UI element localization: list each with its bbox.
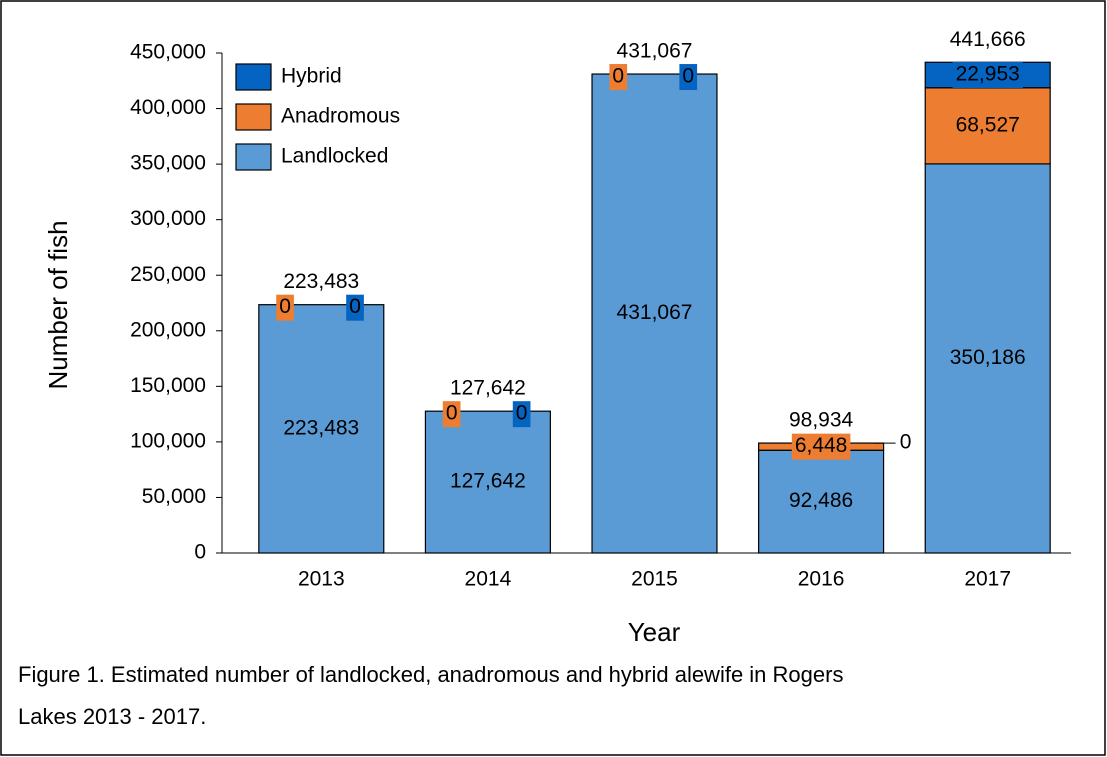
caption: Lakes 2013 - 2017.: [18, 704, 206, 729]
legend-swatch: [235, 143, 272, 171]
value-label: 0: [900, 431, 912, 454]
value-label: 0: [279, 295, 291, 318]
bar-segment: [924, 87, 1051, 165]
value-label: 0: [516, 402, 528, 425]
x-tick-label: 2016: [798, 568, 845, 591]
value-label: 0: [682, 65, 694, 88]
bar-segment: [924, 163, 1051, 554]
x-tick-label: 2013: [298, 568, 345, 591]
total-label: 127,642: [450, 377, 526, 400]
y-tick-label: 150,000: [130, 374, 206, 397]
bar-segment: [258, 304, 385, 554]
value-label: 0: [349, 295, 361, 318]
value-label: 0: [612, 65, 624, 88]
label-box: [952, 62, 1023, 89]
label-box: [679, 64, 698, 91]
legend-label: Landlocked: [281, 145, 388, 168]
legend-label: Hybrid: [281, 65, 342, 88]
value-label: 0: [446, 402, 458, 425]
bar-segment: [424, 410, 551, 554]
caption: Figure 1. Estimated number of landlocked…: [18, 662, 843, 687]
x-tick-label: 2014: [465, 568, 512, 591]
total-label: 223,483: [283, 270, 359, 293]
value-label: 223,483: [283, 416, 359, 439]
x-tick-label: 2015: [631, 568, 678, 591]
bar-segment: [591, 73, 718, 554]
value-label: 68,527: [956, 113, 1020, 136]
y-tick-label: 250,000: [130, 263, 206, 286]
label-box: [276, 294, 294, 321]
value-label: 350,186: [950, 346, 1026, 369]
label-box: [442, 401, 461, 428]
bar-segment: [758, 449, 885, 554]
x-tick-label: 2017: [964, 568, 1011, 591]
total-label: 98,934: [789, 409, 854, 432]
y-tick-label: 200,000: [130, 318, 206, 341]
y-tick-label: 300,000: [130, 207, 206, 230]
y-tick-label: 350,000: [130, 152, 206, 175]
y-tick-label: 50,000: [142, 485, 206, 508]
y-tick-label: 400,000: [130, 96, 206, 119]
total-label: 441,666: [950, 28, 1026, 51]
legend-swatch: [235, 103, 272, 131]
label-box: [791, 433, 851, 460]
value-label: 92,486: [789, 489, 853, 512]
total-label: 431,067: [617, 40, 693, 63]
y-tick-label: 0: [194, 541, 206, 564]
legend-swatch: [235, 63, 272, 91]
value-label: 6,448: [795, 434, 848, 457]
value-label: 127,642: [450, 470, 526, 493]
label-box: [609, 64, 628, 91]
value-label: 431,067: [617, 301, 693, 324]
legend-label: Anadromous: [281, 105, 400, 128]
value-label: 22,953: [956, 63, 1020, 86]
label-box: [346, 294, 364, 321]
y-axis-title: Number of fish: [43, 220, 73, 389]
x-axis-title: Year: [628, 617, 681, 647]
label-box: [512, 401, 531, 428]
y-tick-label: 100,000: [130, 429, 206, 452]
y-tick-label: 450,000: [130, 41, 206, 64]
